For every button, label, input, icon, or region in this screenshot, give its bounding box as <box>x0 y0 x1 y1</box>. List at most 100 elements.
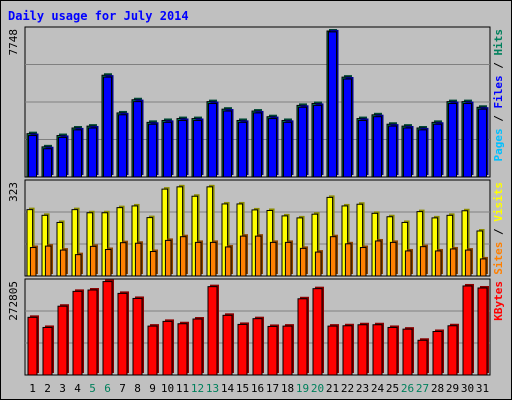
bar-kbytes-day-21 <box>327 324 339 376</box>
bar-kbytes-day-22 <box>342 323 354 376</box>
side-legend-: / <box>492 109 505 129</box>
x-tick-label-day-29: 29 <box>446 382 459 395</box>
side-legend-: / <box>492 56 505 76</box>
bar-kbytes-day-3 <box>57 304 69 376</box>
bar-sites-day-3 <box>59 248 68 277</box>
bar-kbytes-day-5 <box>87 288 99 376</box>
panel-top-ymax-label: 7748 <box>7 29 20 56</box>
bar-sites-day-1 <box>29 245 38 277</box>
bar-kbytes-day-1 <box>27 315 39 376</box>
bar-kbytes-day-14 <box>222 313 234 376</box>
bar-sites-day-21 <box>329 234 338 277</box>
bar-kbytes-day-6 <box>102 279 114 376</box>
bar-kbytes-day-16 <box>252 316 264 376</box>
bar-sites-day-15 <box>239 234 248 277</box>
x-tick-label-day-8: 8 <box>134 382 141 395</box>
x-tick-label-day-25: 25 <box>386 382 399 395</box>
bar-kbytes-day-2 <box>42 325 54 376</box>
bar-files-day-31 <box>478 107 489 178</box>
bar-kbytes-day-25 <box>387 325 399 376</box>
bar-visits-day-12 <box>191 194 200 277</box>
bar-files-day-20 <box>313 103 324 178</box>
bar-files-day-25 <box>388 124 399 178</box>
bar-files-day-14 <box>223 109 234 178</box>
bar-files-day-9 <box>148 122 159 178</box>
bar-files-day-16 <box>253 110 264 178</box>
x-tick-label-day-4: 4 <box>74 382 81 395</box>
bar-kbytes-day-13 <box>207 284 219 376</box>
bar-sites-day-28 <box>434 248 443 277</box>
bar-sites-day-12 <box>194 240 203 277</box>
chart-title: Daily usage for July 2014 <box>8 9 189 23</box>
panel-middle-side-legend: Sites / Visits <box>492 182 505 275</box>
bar-sites-day-5 <box>89 244 98 277</box>
bar-sites-day-31 <box>479 256 488 277</box>
bar-visits-day-8 <box>131 203 140 277</box>
x-tick-label-day-21: 21 <box>326 382 339 395</box>
bar-sites-day-16 <box>254 234 263 277</box>
bar-sites-day-4 <box>74 252 83 277</box>
panel-top-side-legend: Pages / Files / Hits <box>492 29 505 162</box>
bar-sites-day-22 <box>344 241 353 277</box>
bar-files-day-15 <box>238 120 249 178</box>
side-legend-visits: Visits <box>492 182 505 222</box>
x-tick-label-day-26: 26 <box>401 382 414 395</box>
bar-kbytes-day-23 <box>357 322 369 376</box>
bar-kbytes-day-26 <box>402 327 414 376</box>
bar-sites-day-18 <box>284 240 293 277</box>
x-tick-label-day-23: 23 <box>356 382 369 395</box>
bar-visits-day-27 <box>416 209 425 277</box>
x-tick-label-day-16: 16 <box>251 382 264 395</box>
x-tick-label-day-31: 31 <box>476 382 489 395</box>
bar-files-day-4 <box>73 127 84 178</box>
bar-sites-day-17 <box>269 240 278 277</box>
bar-visits-day-23 <box>356 202 365 277</box>
bar-kbytes-day-31 <box>477 285 489 376</box>
x-tick-label-day-27: 27 <box>416 382 429 395</box>
bar-files-day-22 <box>343 77 354 178</box>
x-tick-label-day-12: 12 <box>191 382 204 395</box>
x-tick-label-day-5: 5 <box>89 382 96 395</box>
bar-kbytes-day-19 <box>297 296 309 376</box>
bar-visits-day-22 <box>341 203 350 277</box>
bar-files-day-29 <box>448 101 459 178</box>
bar-visits-day-28 <box>431 215 440 277</box>
side-legend-kbytes: KBytes <box>492 281 505 321</box>
bar-kbytes-day-10 <box>162 319 174 376</box>
bar-files-day-12 <box>193 118 204 178</box>
x-tick-label-day-22: 22 <box>341 382 354 395</box>
bar-sites-day-27 <box>419 244 428 277</box>
bar-sites-day-9 <box>149 249 158 277</box>
bar-sites-day-24 <box>374 238 383 277</box>
x-tick-label-day-6: 6 <box>104 382 111 395</box>
bar-sites-day-11 <box>179 234 188 277</box>
bar-files-day-18 <box>283 120 294 178</box>
bar-files-day-17 <box>268 116 279 178</box>
x-tick-label-day-30: 30 <box>461 382 474 395</box>
x-tick-label-day-11: 11 <box>176 382 189 395</box>
bar-kbytes-day-15 <box>237 322 249 376</box>
bar-kbytes-day-11 <box>177 321 189 376</box>
side-legend-files: Files <box>492 75 505 108</box>
bar-files-day-6 <box>103 75 114 178</box>
bar-files-day-3 <box>58 135 69 178</box>
bar-files-day-11 <box>178 118 189 178</box>
bar-kbytes-day-24 <box>372 322 384 376</box>
bar-kbytes-day-9 <box>147 324 159 376</box>
side-legend-pages: Pages <box>492 128 505 161</box>
bar-kbytes-day-17 <box>267 324 279 376</box>
bar-sites-day-2 <box>44 244 53 277</box>
x-tick-label-day-13: 13 <box>206 382 219 395</box>
x-tick-label-day-2: 2 <box>44 382 51 395</box>
x-tick-label-day-18: 18 <box>281 382 294 395</box>
bar-files-day-27 <box>418 127 429 178</box>
x-tick-label-day-24: 24 <box>371 382 385 395</box>
bar-visits-day-10 <box>161 187 170 277</box>
bar-sites-day-29 <box>449 246 458 277</box>
bar-files-day-24 <box>373 114 384 178</box>
panel-middle-ymax-label: 323 <box>7 182 20 202</box>
bar-files-day-8 <box>133 99 144 178</box>
bar-sites-day-25 <box>389 240 398 277</box>
x-tick-label-day-17: 17 <box>266 382 279 395</box>
